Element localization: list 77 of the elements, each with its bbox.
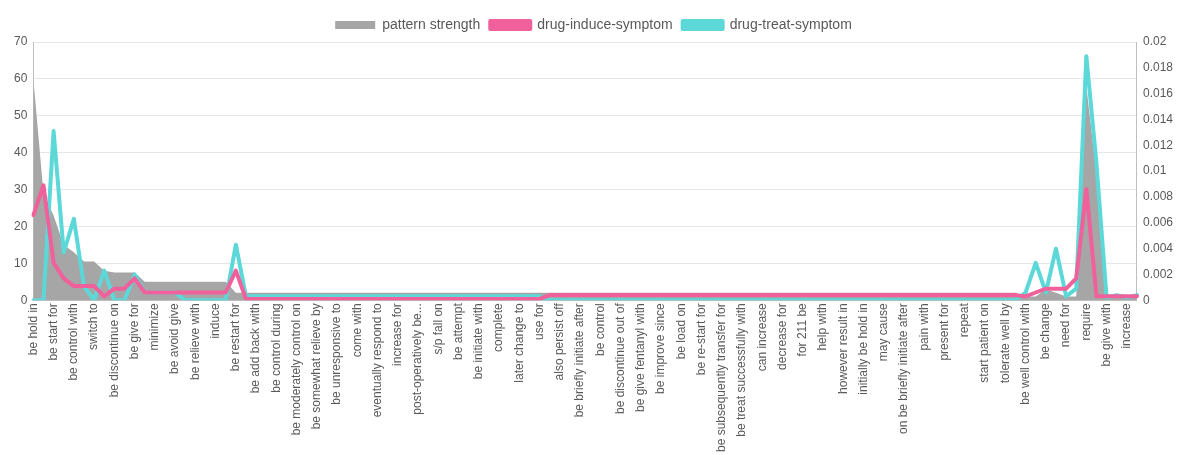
x-tick-label: switch to (86, 302, 101, 350)
y2-tick-label: 0.002 (1142, 266, 1174, 281)
y2-tick-label: 0.006 (1142, 215, 1174, 230)
x-tick-label: be improve since (653, 302, 668, 394)
x-tick-label: need for (1058, 303, 1073, 348)
x-tick-label: decrease for (774, 303, 789, 370)
x-tick-label: increase (1119, 302, 1134, 349)
x-tick-label: be start for (45, 303, 60, 361)
x-tick-label: be well control with (1017, 303, 1032, 405)
x-tick-label: be give with (1098, 303, 1113, 367)
x-tick-label: however result in (835, 303, 850, 394)
x-tick-label: be initiate with (471, 303, 486, 380)
x-tick-label: increase for (390, 303, 405, 366)
y-tick-label: 10 (13, 255, 28, 270)
x-tick-label: on be briefly initiate after (896, 303, 911, 434)
x-tick-label: later change to (511, 302, 526, 383)
y-tick-label: 40 (13, 144, 28, 159)
x-tick-label: be subsequently transfer for (714, 303, 729, 453)
x-tick-label: post-operatively be... (410, 303, 425, 415)
y2-tick-label: 0.016 (1142, 85, 1174, 100)
y2-tick-label: 0 (1142, 292, 1150, 307)
y2-tick-label: 0.012 (1142, 137, 1174, 152)
x-tick-label: be control with (66, 303, 81, 381)
x-tick-label: be load on (673, 303, 688, 360)
x-tick-label: tolerate well by (997, 303, 1012, 384)
x-tick-label: also persist off (552, 302, 567, 381)
x-tick-label: require (1078, 302, 1093, 341)
x-tick-label: eventually respond to (369, 302, 384, 418)
x-tick-label: be relieve with (187, 303, 202, 380)
x-tick-label: be restart for (228, 303, 243, 372)
y2-tick-label: 0.01 (1142, 163, 1167, 178)
x-tick-label: be unresponsive to (329, 302, 344, 405)
x-tick-label: repeat (957, 302, 972, 338)
x-tick-label: be control during (268, 303, 283, 393)
x-tick-label: help with (815, 303, 830, 351)
x-tick-label: be hold in (25, 303, 40, 356)
x-tick-label: may cause (876, 302, 891, 362)
legend-label: drug-induce-symptom (537, 15, 673, 32)
y-tick-label: 60 (13, 71, 28, 86)
y-tick-label: 0 (20, 292, 28, 307)
x-tick-label: be somewhat relieve by (309, 303, 324, 430)
y2-tick-label: 0.008 (1142, 189, 1174, 204)
x-tick-label: be moderately control on (288, 303, 303, 436)
x-tick-label: initially be hold in (855, 303, 870, 395)
x-tick-label: for 211 be (795, 302, 810, 357)
y2-tick-label: 0.018 (1142, 60, 1174, 75)
x-tick-label: be re-start for (693, 303, 708, 376)
x-tick-label: be change (1038, 302, 1053, 360)
y-tick-label: 20 (13, 218, 28, 233)
y2-tick-label: 0.004 (1142, 240, 1174, 255)
x-tick-label: be avoid give (167, 302, 182, 374)
x-tick-label: start patient on (977, 303, 992, 383)
legend-label: pattern strength (382, 15, 481, 32)
x-tick-label: be give fentanyl with (633, 303, 648, 412)
x-tick-label: complete (491, 302, 506, 352)
x-tick-label: be discontinue out of (612, 302, 627, 414)
x-tick-label: be control (592, 303, 607, 356)
x-tick-label: induce (207, 302, 222, 339)
x-tick-label: be discontinue on (106, 303, 121, 398)
x-tick-label: can increase (754, 302, 769, 372)
y2-tick-label: 0.02 (1142, 34, 1167, 49)
y-tick-label: 30 (13, 181, 28, 196)
x-tick-label: present for (936, 303, 951, 361)
y2-tick-label: 0.014 (1142, 111, 1174, 126)
x-tick-label: be add back with (248, 303, 263, 394)
legend-label: drug-treat-symptom (729, 15, 852, 32)
x-tick-label: be give for (126, 303, 141, 360)
x-tick-label: minimize (147, 302, 162, 351)
x-tick-label: come with (349, 303, 364, 358)
x-tick-label: use for (531, 303, 546, 340)
x-tick-label: s/p fall on (430, 303, 445, 355)
y-tick-label: 70 (13, 34, 28, 49)
x-tick-label: pain with (916, 303, 931, 351)
x-tick-label: be attempt (450, 302, 465, 360)
y-tick-label: 50 (13, 108, 28, 123)
x-tick-label: be treat successfully with (734, 303, 749, 437)
x-tick-label: be briefly initiate after (572, 303, 587, 418)
